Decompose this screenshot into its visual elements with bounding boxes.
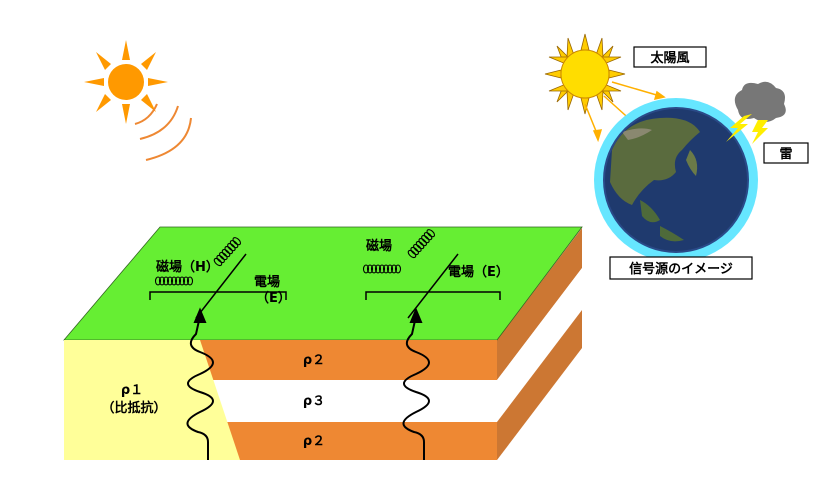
lightning-label-box: 雷 <box>763 142 809 164</box>
field-cross-left <box>149 253 287 319</box>
coil-icon-right-diagonal <box>407 229 436 259</box>
radio-waves-icon <box>134 103 192 161</box>
rho2-bottom-label: ρ２ <box>303 434 325 449</box>
coil-icon-right-horizontal <box>362 264 402 274</box>
rho3-label: ρ３ <box>303 394 325 409</box>
solar-wind-label-box: 太陽風 <box>633 46 707 68</box>
lightning-label: 雷 <box>779 146 792 162</box>
block-side-face <box>497 228 582 460</box>
block-front-face <box>64 340 497 460</box>
electric-field-label-right: 電場（E） <box>448 264 509 280</box>
coil-icon-left-diagonal <box>213 237 242 267</box>
sun-icon-right <box>544 33 626 115</box>
field-cross-right <box>365 253 501 319</box>
sun-icon-left <box>84 40 168 124</box>
rho1-note-label: （比抵抗） <box>101 400 166 416</box>
rho2-top-label: ρ２ <box>303 353 325 368</box>
magnetic-field-label-left: 磁場（H） <box>156 259 219 275</box>
thundercloud-icon <box>726 81 786 144</box>
magnetic-field-label-right: 磁場 <box>366 238 392 254</box>
earth-globe-icon <box>594 98 758 262</box>
signal-source-label-box: 信号源のイメージ <box>609 256 753 280</box>
rho1-label: ρ１ <box>121 383 143 398</box>
solar-wind-label: 太陽風 <box>649 50 689 66</box>
signal-source-label: 信号源のイメージ <box>629 261 733 277</box>
signal-wave-right <box>402 307 430 460</box>
electric-field-unit-left: （E） <box>256 290 291 306</box>
ground-surface <box>63 226 583 341</box>
electric-field-label-left: 電場 <box>254 274 280 290</box>
coil-icon-left-horizontal <box>154 276 194 286</box>
